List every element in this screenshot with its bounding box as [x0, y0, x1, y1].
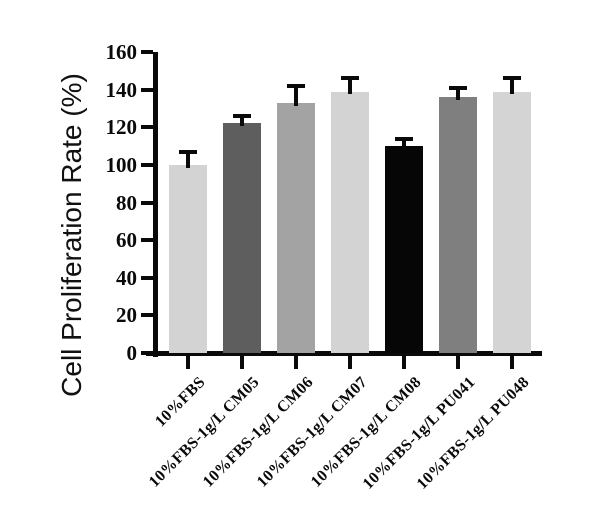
error-bar-stem — [401, 138, 406, 150]
y-axis-line — [153, 52, 158, 357]
error-bar-cap — [394, 136, 413, 141]
error-bar-cap — [340, 76, 359, 81]
y-tick — [141, 200, 153, 205]
x-tick — [347, 355, 352, 369]
y-tick-label: 160 — [105, 40, 138, 64]
bar — [168, 164, 207, 353]
x-axis-line — [145, 351, 542, 356]
error-bar-stem — [347, 78, 352, 95]
y-tick — [141, 125, 153, 130]
y-tick — [141, 313, 153, 318]
bar — [276, 102, 315, 353]
x-tick — [455, 355, 460, 369]
y-tick — [141, 162, 153, 167]
error-bar-stem — [455, 87, 460, 101]
error-bar-stem — [239, 115, 244, 127]
x-tick — [509, 355, 514, 369]
error-bar-cap — [178, 149, 197, 154]
x-tick — [293, 355, 298, 369]
x-tick-label: 10%FBS-1g/L PU048 — [413, 373, 533, 493]
error-bar-stem — [293, 85, 298, 106]
x-tick — [239, 355, 244, 369]
bar — [330, 91, 369, 353]
error-bar-cap — [448, 85, 467, 90]
y-tick — [141, 50, 153, 54]
y-tick-label: 120 — [105, 115, 138, 140]
error-bar-stem — [509, 78, 514, 95]
error-bar-cap — [502, 76, 521, 81]
error-bar-cap — [286, 83, 305, 88]
y-tick-label: 100 — [105, 152, 138, 177]
bar — [438, 97, 477, 353]
bar — [384, 146, 423, 353]
y-tick — [141, 87, 153, 92]
y-tick-label: 20 — [116, 303, 137, 328]
bar — [222, 123, 261, 353]
error-bar-cap — [232, 113, 251, 118]
y-tick-label: 0 — [126, 341, 138, 365]
x-tick — [185, 355, 190, 369]
error-bar-stem — [185, 151, 190, 168]
y-tick — [141, 351, 153, 355]
x-tick — [401, 355, 406, 369]
y-tick — [141, 238, 153, 243]
y-tick-label: 60 — [116, 228, 137, 253]
y-tick-label: 140 — [105, 77, 138, 102]
bar — [492, 91, 531, 353]
y-tick-label: 80 — [116, 190, 137, 215]
y-tick-label: 40 — [116, 265, 137, 290]
y-tick — [141, 275, 153, 280]
